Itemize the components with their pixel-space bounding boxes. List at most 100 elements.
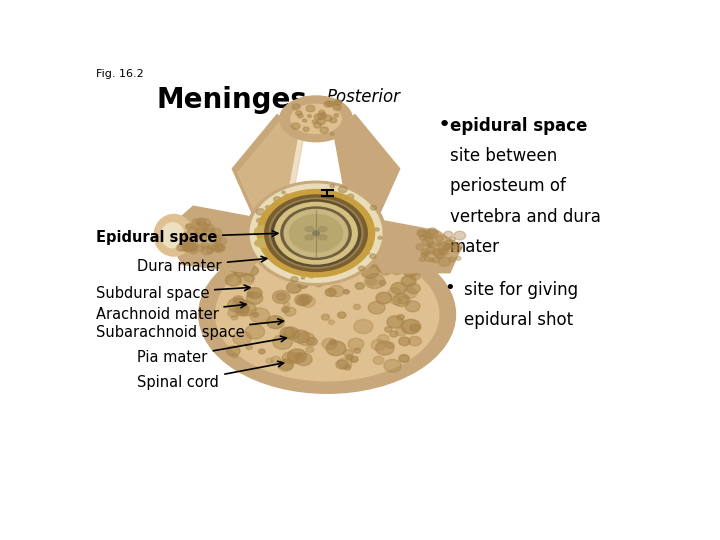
Circle shape [364,258,377,268]
Circle shape [393,294,410,307]
Ellipse shape [305,235,314,240]
Circle shape [364,226,372,231]
Circle shape [279,359,294,370]
Circle shape [368,301,385,314]
Circle shape [282,191,285,194]
Circle shape [346,355,353,360]
Circle shape [215,237,227,246]
Circle shape [355,282,364,289]
Circle shape [426,243,432,247]
Circle shape [350,356,358,362]
Text: mater: mater [450,238,500,256]
Circle shape [238,274,254,285]
Ellipse shape [161,223,184,248]
Circle shape [395,328,407,336]
Circle shape [314,114,323,120]
Circle shape [228,258,246,271]
Circle shape [302,119,307,122]
Circle shape [267,316,284,329]
Circle shape [399,337,410,346]
Circle shape [255,230,263,236]
Circle shape [335,100,341,105]
Circle shape [297,280,308,288]
Ellipse shape [215,248,438,381]
Circle shape [449,257,455,262]
Circle shape [233,331,251,345]
Circle shape [444,244,451,249]
Circle shape [278,360,293,372]
Circle shape [271,200,361,266]
Circle shape [192,219,200,225]
Circle shape [423,252,428,255]
Circle shape [312,231,320,235]
Circle shape [317,118,325,125]
Circle shape [318,113,326,119]
Circle shape [275,202,357,264]
Circle shape [196,232,200,236]
Circle shape [403,288,417,298]
Circle shape [338,358,352,369]
Circle shape [237,305,249,313]
Ellipse shape [199,235,456,393]
Circle shape [403,266,418,277]
Circle shape [282,352,298,363]
Circle shape [375,228,379,231]
Circle shape [426,229,438,238]
Circle shape [334,113,338,117]
Circle shape [291,276,298,282]
Circle shape [204,224,214,232]
Circle shape [454,231,466,240]
Circle shape [294,294,310,306]
Circle shape [282,307,289,313]
Circle shape [438,242,450,251]
Circle shape [338,186,347,193]
Circle shape [333,100,341,105]
Text: site between: site between [450,147,557,165]
Circle shape [442,244,450,250]
Circle shape [365,274,384,288]
Circle shape [231,315,238,320]
Circle shape [338,312,346,318]
Text: Arachnoid mater: Arachnoid mater [96,302,246,322]
Circle shape [250,308,270,323]
Circle shape [330,118,337,123]
Circle shape [386,342,395,348]
Circle shape [243,258,254,266]
Circle shape [391,282,407,294]
Circle shape [287,267,299,276]
Circle shape [184,246,189,249]
Circle shape [437,254,444,259]
Text: Spinal cord: Spinal cord [138,361,284,390]
Circle shape [273,335,292,349]
Circle shape [295,353,312,366]
Ellipse shape [318,235,327,240]
Text: Subarachnoid space: Subarachnoid space [96,319,284,341]
Circle shape [420,235,426,240]
Circle shape [287,349,307,363]
Circle shape [449,246,454,250]
Circle shape [292,123,300,130]
Ellipse shape [255,225,276,234]
Circle shape [196,222,208,231]
Polygon shape [166,206,266,273]
Circle shape [196,245,204,252]
Polygon shape [366,219,461,273]
Circle shape [228,309,240,318]
Circle shape [322,338,337,349]
Circle shape [405,301,420,312]
Circle shape [270,252,277,258]
Circle shape [410,324,420,332]
Circle shape [428,242,436,248]
Circle shape [388,288,401,297]
Circle shape [425,238,430,241]
Circle shape [233,296,243,303]
Circle shape [429,258,434,262]
Circle shape [246,266,258,275]
Circle shape [184,247,190,252]
Circle shape [328,320,334,325]
Circle shape [236,301,256,316]
Circle shape [230,264,241,272]
Circle shape [176,245,185,251]
Circle shape [380,268,390,275]
Circle shape [306,105,315,112]
